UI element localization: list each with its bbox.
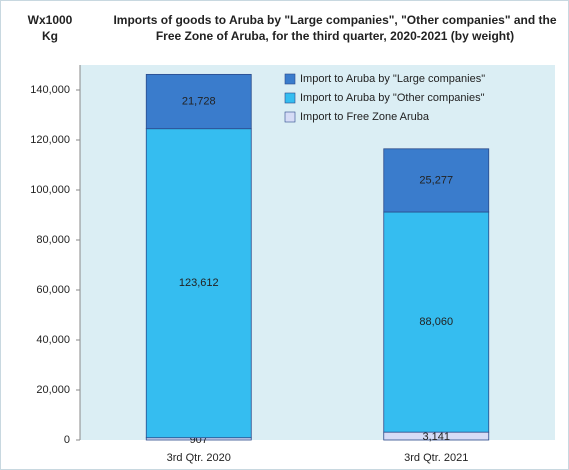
- bar-segment: [383, 211, 490, 433]
- data-label: 123,612: [179, 277, 219, 289]
- data-label: 25,277: [419, 174, 453, 186]
- legend-label: Import to Aruba by "Other companies": [300, 92, 485, 104]
- x-tick-label: 3rd Qtr. 2021: [404, 452, 468, 464]
- x-tick-label: 3rd Qtr. 2020: [167, 452, 231, 464]
- y-tick-label: 120,000: [30, 134, 70, 146]
- y-tick-label: 100,000: [30, 184, 70, 196]
- chart-title: Imports of goods to Aruba by "Large comp…: [113, 13, 557, 43]
- y-axis-label: Wx1000 Kg: [27, 13, 73, 43]
- data-label: 3,141: [422, 431, 450, 443]
- bar-segment: [383, 148, 490, 213]
- bar-segment: [145, 128, 252, 439]
- y-tick-label: 0: [64, 434, 70, 446]
- data-label: 88,060: [419, 316, 453, 328]
- y-tick-label: 20,000: [36, 384, 70, 396]
- legend-swatch: [284, 73, 296, 85]
- y-tick-label: 40,000: [36, 334, 70, 346]
- legend-label: Import to Aruba by "Large companies": [300, 73, 485, 85]
- legend-swatch: [284, 111, 296, 123]
- legend-swatch: [284, 92, 296, 104]
- data-label: 21,728: [182, 95, 216, 107]
- y-tick-label: 60,000: [36, 284, 70, 296]
- legend-label: Import to Free Zone Aruba: [300, 111, 430, 123]
- y-tick-label: 80,000: [36, 234, 70, 246]
- bar-segment: [145, 73, 252, 130]
- y-tick-label: 140,000: [30, 84, 70, 96]
